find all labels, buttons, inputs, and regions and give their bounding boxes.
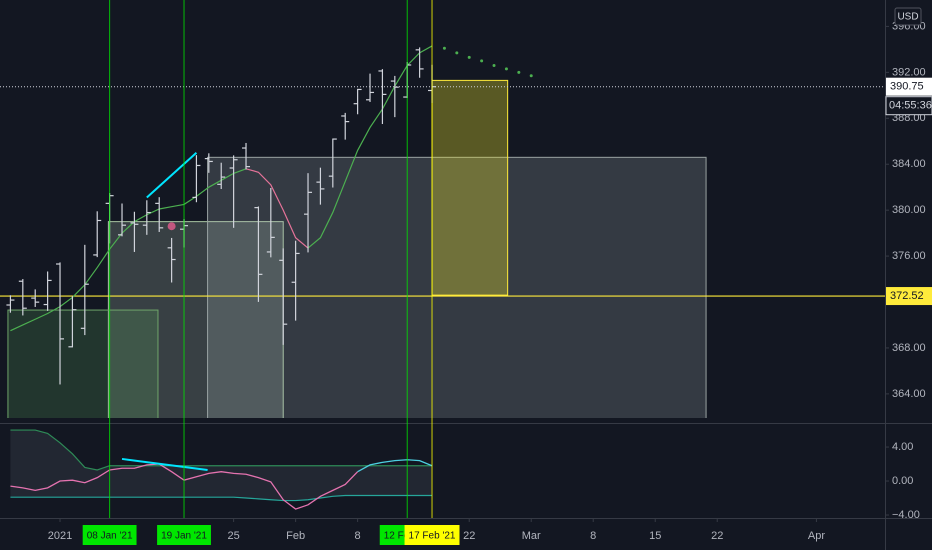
ma-line [10, 45, 433, 332]
ma-line [245, 168, 309, 249]
y-tick-label: 368.00 [892, 342, 926, 354]
y-tick-label: 376.00 [892, 250, 926, 262]
forecast-dot [467, 55, 471, 59]
x-tick-label: 2021 [48, 530, 72, 542]
last-price-label: 390.75 [890, 81, 924, 93]
y-tick-label: 392.00 [892, 66, 926, 78]
box [107, 221, 284, 418]
forecast-dot [480, 59, 484, 63]
x-tick-label: 22 [463, 530, 475, 542]
band-fill [10, 430, 433, 501]
marker-label: 19 Jan '21 [161, 531, 207, 542]
trend-line [146, 151, 198, 199]
y-tick-label: 380.00 [892, 204, 926, 216]
x-tick-label: Mar [522, 530, 541, 542]
axes: 364.00368.00372.00376.00380.00384.00388.… [48, 7, 932, 545]
countdown-box [885, 96, 932, 116]
trend-line [121, 457, 208, 471]
level-label: 372.52 [890, 290, 924, 302]
x-tick-label: 8 [590, 530, 596, 542]
marker-label: 08 Jan '21 [87, 531, 133, 542]
x-tick-label: Apr [808, 530, 825, 542]
forecast-dot [504, 67, 508, 71]
y-tick-label: 384.00 [892, 158, 926, 170]
forecast-dot [442, 46, 446, 50]
forecast-dot [529, 74, 533, 78]
forecast-dot [517, 70, 521, 74]
x-tick-label: 22 [711, 530, 723, 542]
forecast-dot [492, 63, 496, 67]
level-box [886, 287, 932, 306]
oscillator [357, 459, 433, 473]
main-pane [0, 45, 885, 418]
last-price-box [886, 77, 932, 96]
upper-band [10, 429, 433, 471]
x-tick-label: Feb [286, 530, 305, 542]
y-tick-label: 364.00 [892, 388, 926, 400]
marker-label-box [404, 525, 460, 545]
box [431, 79, 509, 296]
y-tick-label: 396.00 [892, 20, 926, 32]
y-tick-label: 0.00 [892, 475, 913, 487]
forecast-dot [455, 51, 459, 55]
x-tick-label: 25 [227, 530, 239, 542]
y-tick-label: −4.00 [892, 509, 920, 521]
signal-dot [167, 222, 176, 231]
currency-box [894, 7, 922, 26]
countdown-label: 04:55:36 [889, 100, 932, 112]
x-tick-label: 15 [649, 530, 661, 542]
x-tick-label: 8 [355, 530, 361, 542]
box [207, 156, 707, 418]
y-tick-label: 4.00 [892, 441, 913, 453]
lower-band [10, 494, 433, 502]
marker-label-box [157, 525, 211, 545]
marker-label-box [82, 525, 137, 545]
marker-label: 17 Feb '21 [409, 531, 456, 542]
currency: USD [897, 12, 918, 23]
